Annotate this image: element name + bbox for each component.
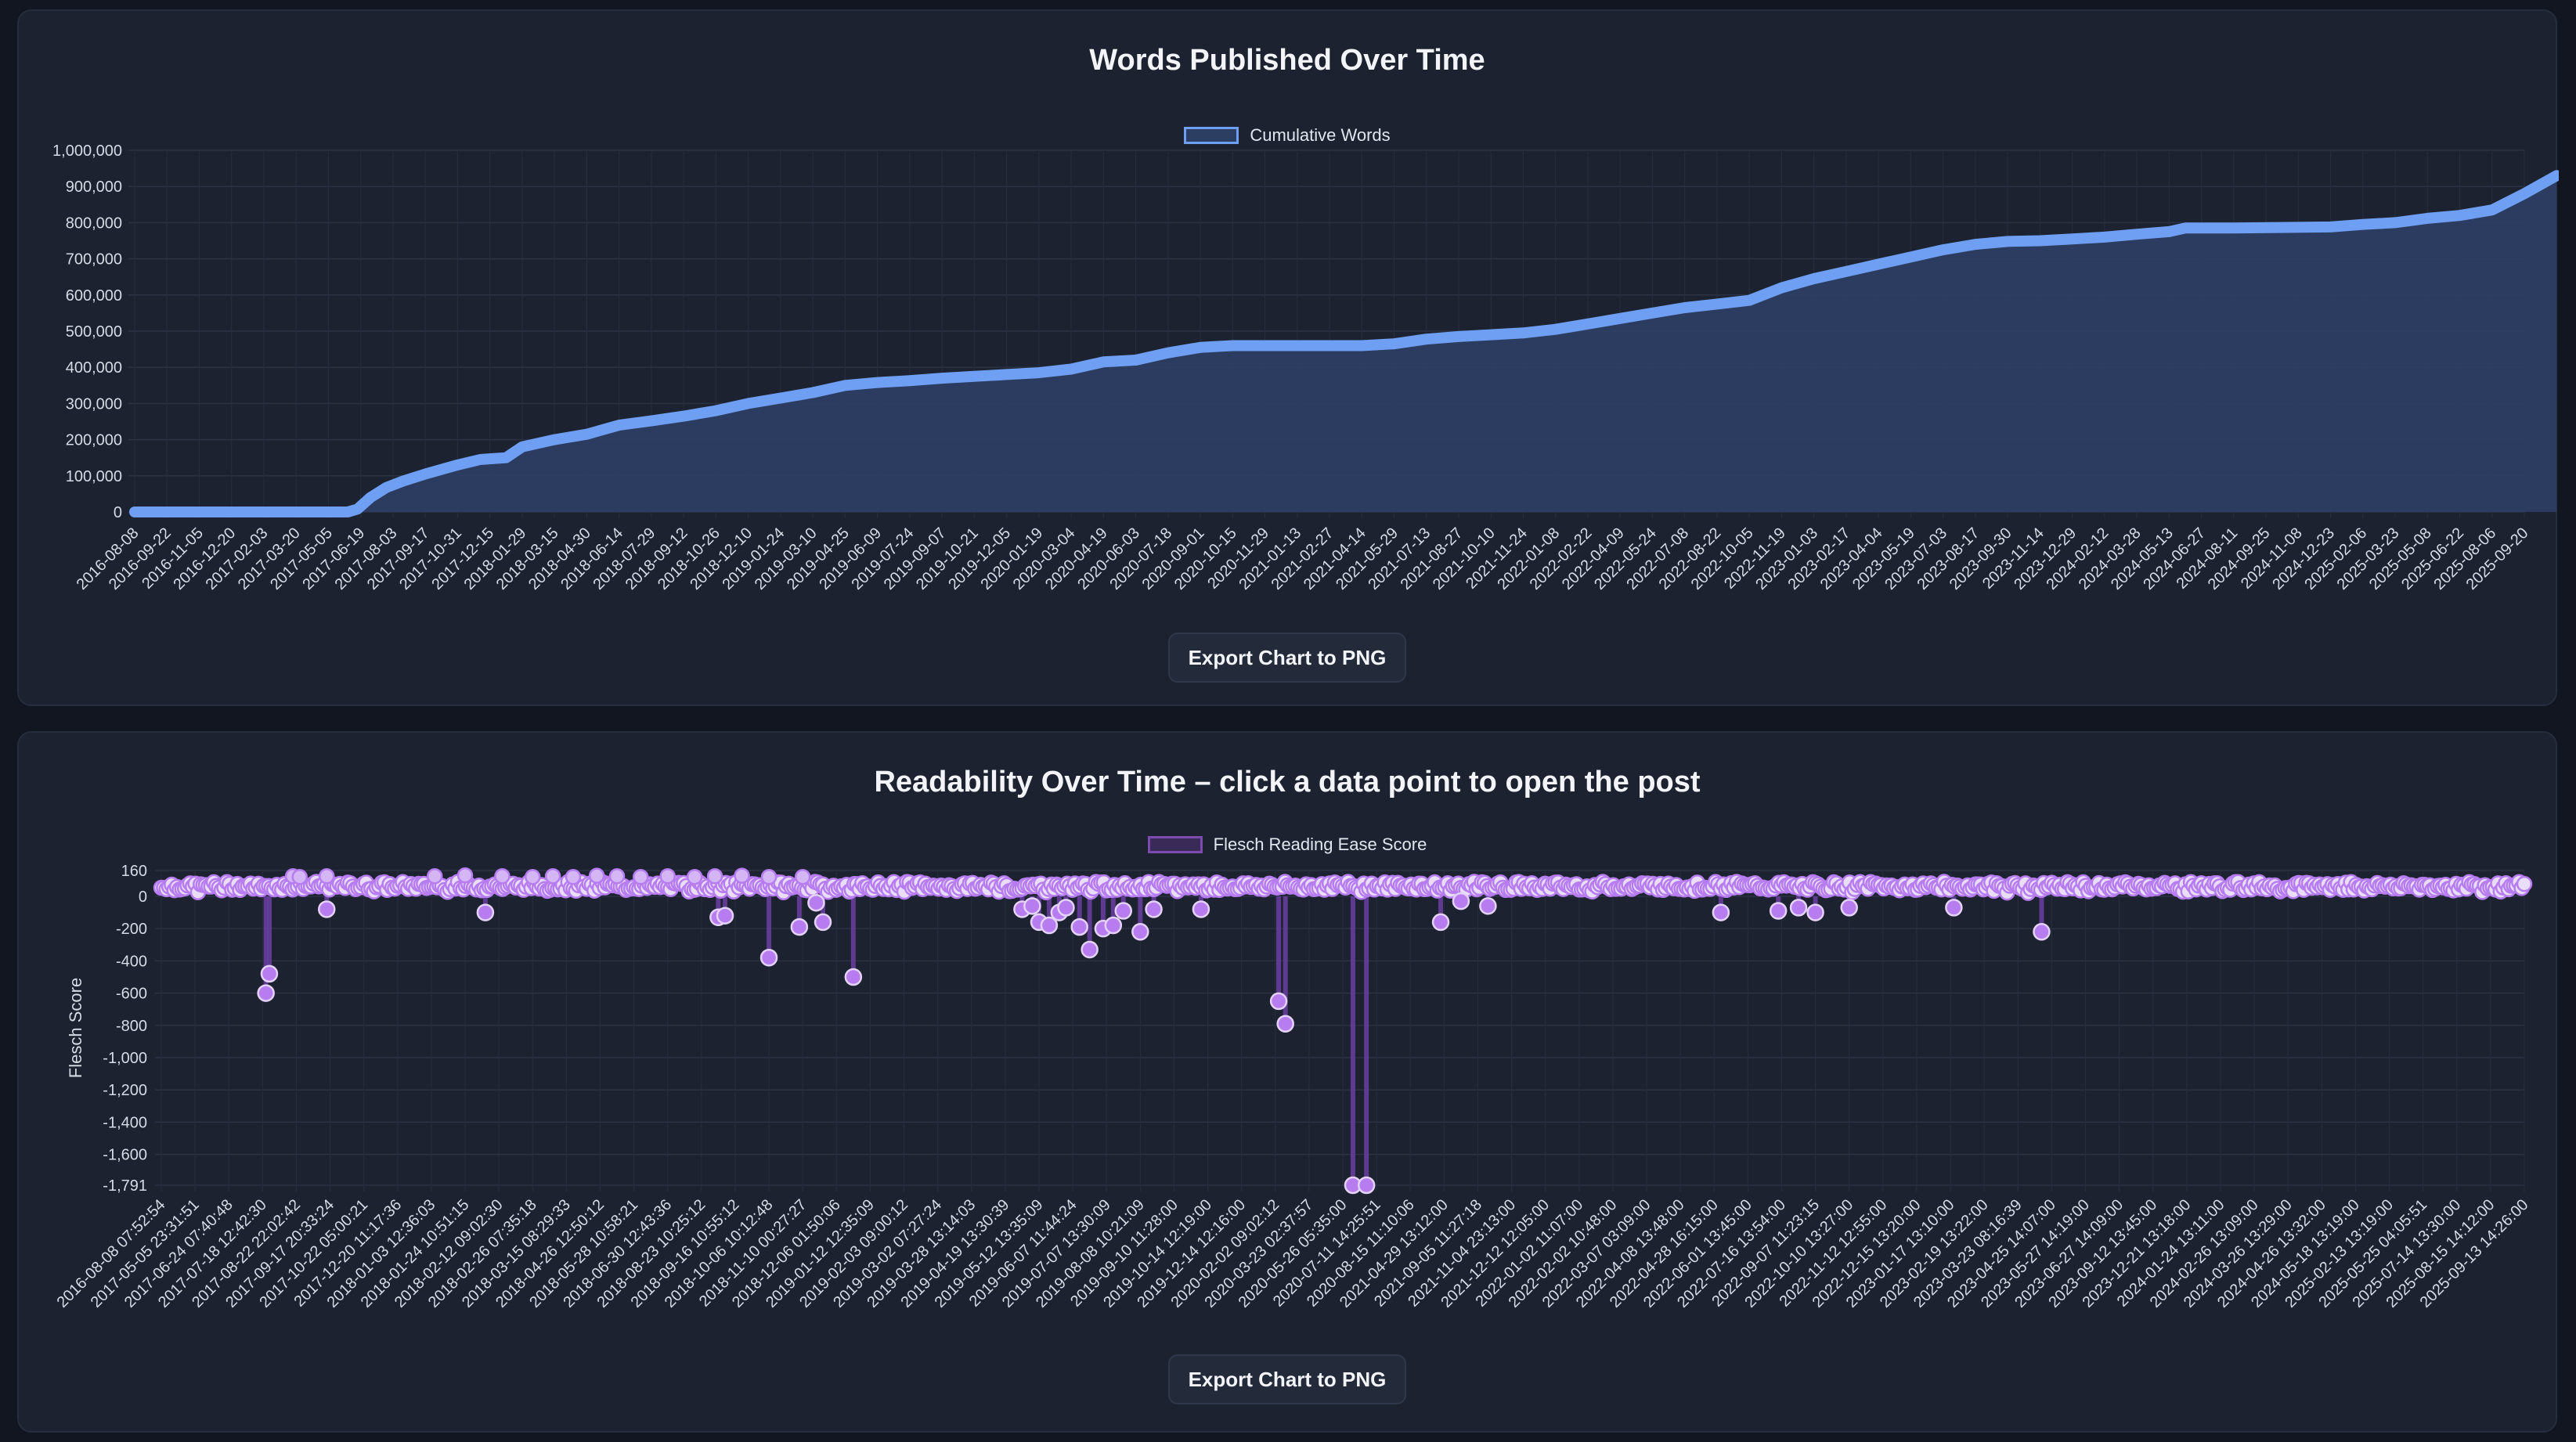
readability-point-high — [319, 867, 335, 885]
readability-point-outlier — [1081, 940, 1099, 959]
readability-point-outlier — [1789, 899, 1808, 917]
readability-point-high — [588, 867, 605, 884]
readability-point-high — [686, 868, 703, 885]
readability-legend-label: Flesch Reading Ease Score — [1213, 835, 1427, 854]
readability-point-outlier — [1023, 897, 1041, 915]
readability-point-outlier — [1712, 903, 1730, 921]
readability-y-tick: -1,400 — [103, 1114, 147, 1131]
words-y-tick: 200,000 — [66, 432, 122, 449]
readability-point-outlier — [1104, 916, 1123, 935]
words-y-tick: 700,000 — [66, 251, 122, 269]
words-legend-label: Cumulative Words — [1250, 125, 1391, 145]
words-y-tick: 600,000 — [66, 287, 122, 305]
readability-point-outlier — [260, 964, 279, 983]
readability-point-outlier — [807, 893, 825, 912]
readability-point-high — [565, 868, 582, 885]
readability-point-outlier — [1452, 892, 1470, 910]
readability-point-outlier — [1431, 913, 1450, 932]
readability-point-outlier — [257, 984, 275, 1002]
readability-point-outlier — [1769, 902, 1788, 920]
words-legend-swatch — [1184, 127, 1239, 144]
words-series-line — [129, 170, 2559, 517]
readability-point-high — [659, 867, 676, 885]
readability-y-tick: -600 — [116, 986, 147, 1003]
readability-point-outlier — [844, 968, 863, 986]
readability-point-high — [608, 867, 626, 885]
words-y-tick: 300,000 — [66, 395, 122, 413]
readability-y-tick: -1,791 — [103, 1177, 147, 1195]
words-area-fill — [135, 175, 2557, 513]
readability-y-tick: -1,600 — [103, 1147, 147, 1164]
readability-chart-plot[interactable]: 160 0 -200 -400 -600 -800 -1,000 -1,200 -1,400 -1… — [19, 733, 2559, 1359]
words-chart-title: Words Published Over Time — [1089, 44, 1485, 77]
readability-chart-card: Readability Over Time – click a data poi… — [17, 731, 2557, 1433]
readability-point-high — [632, 868, 649, 885]
readability-point-outlier — [1840, 899, 1858, 917]
words-y-tick: 0 — [114, 504, 122, 521]
export-words-button[interactable]: Export Chart to PNG — [1168, 633, 1406, 683]
readability-point-outlier — [1945, 899, 1963, 917]
readability-y-axis-title: Flesch Score — [66, 978, 85, 1078]
readability-point-outlier — [1479, 897, 1497, 915]
readability-y-tick: -400 — [116, 953, 147, 970]
words-chart-card: Words Published Over Time Cumulative Wor… — [17, 9, 2559, 706]
readability-point-outlier — [1040, 916, 1059, 935]
readability-point-outlier — [1114, 902, 1133, 920]
words-y-tick: 400,000 — [66, 359, 122, 377]
words-y-tick: 900,000 — [66, 178, 122, 196]
readability-point-outlier — [1070, 917, 1088, 936]
readability-point-outlier — [1357, 1176, 1376, 1195]
readability-y-tick: 0 — [139, 889, 147, 906]
readability-point-high — [706, 867, 723, 885]
readability-chart-title: Readability Over Time – click a data poi… — [874, 766, 1701, 799]
readability-y-tick: -1,200 — [103, 1082, 147, 1099]
readability-y-tick: -1,000 — [103, 1050, 147, 1067]
readability-legend-swatch — [1147, 836, 1203, 853]
export-readability-button[interactable]: Export Chart to PNG — [1168, 1354, 1406, 1404]
readability-point-outlier — [1131, 923, 1149, 941]
readability-point-outlier — [318, 900, 336, 918]
readability-point-outlier — [2033, 923, 2051, 941]
readability-legend[interactable]: Flesch Reading Ease Score — [19, 835, 2556, 855]
readability-point-outlier — [716, 907, 734, 925]
words-y-tick: 500,000 — [66, 323, 122, 341]
readability-point-high — [794, 868, 811, 885]
readability-point-outlier — [759, 949, 778, 967]
readability-y-tick: 160 — [121, 863, 147, 880]
readability-grid — [155, 870, 2525, 1191]
readability-point-high — [760, 868, 777, 885]
readability-point-high — [456, 867, 474, 884]
readability-point-high — [525, 868, 541, 885]
readability-point-outlier — [1057, 899, 1075, 917]
readability-point-outlier — [1269, 992, 1288, 1011]
readability-point-outlier — [790, 917, 809, 936]
readability-point-outlier — [1192, 900, 1210, 918]
readability-point-high — [544, 867, 561, 885]
words-legend[interactable]: Cumulative Words — [19, 125, 2556, 146]
words-chart-plot[interactable]: 1,000,000 900,000 800,000 700,000 600,000 500… — [19, 11, 2559, 629]
readability-point-outlier — [814, 913, 832, 932]
words-y-tick: 800,000 — [66, 214, 122, 232]
readability-point-high — [494, 867, 511, 885]
readability-y-tick: -800 — [116, 1018, 147, 1035]
readability-point — [2516, 875, 2533, 892]
readability-point-high — [734, 867, 750, 884]
readability-point-high — [291, 868, 308, 885]
readability-point-outlier — [1145, 900, 1163, 918]
words-y-tick: 100,000 — [66, 468, 122, 485]
readability-point-outlier — [476, 903, 495, 921]
readability-point-outlier — [1276, 1015, 1294, 1033]
readability-point-outlier — [1806, 903, 1824, 921]
words-y-tick: 1,000,000 — [52, 142, 122, 160]
readability-point-high — [426, 867, 443, 885]
readability-y-tick: -200 — [116, 921, 147, 938]
